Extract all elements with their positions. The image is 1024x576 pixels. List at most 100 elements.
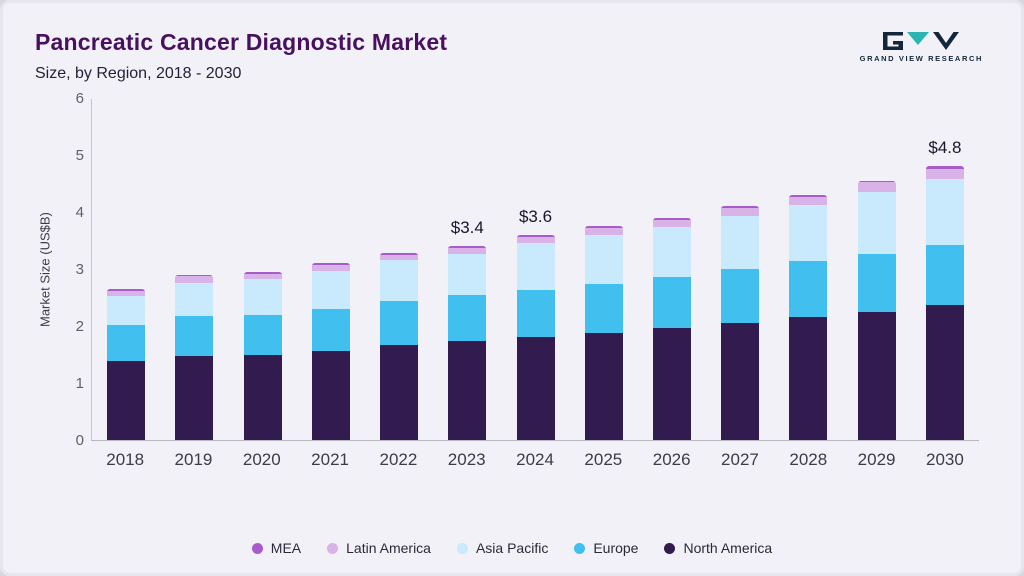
legend-label-asia-pacific: Asia Pacific (475, 540, 549, 556)
segment-asia-pacific-2029 (857, 191, 896, 254)
y-tick-label-0: 0 (75, 432, 84, 449)
x-axis-label-2022: 2022 (379, 450, 418, 469)
segment-mea-2023 (448, 246, 487, 248)
bar-2030: $4.8 (911, 99, 979, 440)
segment-mea-2018 (107, 288, 146, 291)
segment-asia-pacific-2024 (516, 243, 555, 291)
bar-stack-2021 (311, 263, 350, 440)
bar-2027 (706, 99, 774, 440)
segment-europe-2020 (243, 314, 282, 355)
x-axis-label-2024: 2024 (516, 450, 554, 469)
bar-stack-2027 (721, 206, 760, 440)
x-axis-label-2018: 2018 (106, 450, 145, 469)
segment-asia-pacific-2030 (925, 178, 964, 245)
segment-north-america-2022 (380, 344, 419, 440)
bar-2020 (228, 99, 296, 440)
segment-latin-america-2021 (311, 265, 350, 272)
y-tick-label-4: 4 (75, 204, 84, 221)
segment-asia-pacific-2026 (652, 227, 691, 277)
legend-dot-latin-america (327, 542, 339, 554)
legend-label-north-america: North America (683, 540, 773, 556)
page-title: Pancreatic Cancer Diagnostic Market (35, 29, 448, 55)
bar-stack-2019 (175, 274, 214, 440)
segment-asia-pacific-2020 (243, 279, 282, 315)
segment-asia-pacific-2028 (789, 205, 828, 262)
segment-mea-2028 (789, 194, 828, 197)
segment-asia-pacific-2018 (107, 296, 146, 325)
segment-latin-america-2018 (107, 290, 146, 297)
header-titles: Pancreatic Cancer Diagnostic Market Size… (35, 29, 447, 83)
segment-latin-america-2022 (380, 254, 419, 261)
bar-2018 (92, 99, 160, 440)
bar-stack-2030 (925, 166, 964, 440)
y-tick-label-3: 3 (75, 261, 84, 278)
bar-value-label-2023: $3.4 (450, 218, 484, 238)
legend-dot-europe (574, 542, 586, 554)
segment-asia-pacific-2025 (584, 234, 623, 285)
y-tick-label-6: 6 (75, 90, 84, 107)
chart-subtitle: Size, by Region, 2018 - 2030 (35, 65, 242, 82)
segment-asia-pacific-2023 (448, 253, 487, 296)
bar-2025 (570, 99, 638, 440)
x-axis-label-2027: 2027 (721, 450, 759, 469)
segment-north-america-2023 (448, 341, 487, 440)
segment-north-america-2019 (175, 356, 214, 440)
segment-latin-america-2019 (175, 276, 214, 283)
segment-latin-america-2029 (857, 182, 896, 192)
plot-area: 0 1 2 3 4 5 6 $3.4 $3.6 $4.8 (76, 90, 979, 449)
segment-north-america-2020 (243, 354, 282, 440)
segment-europe-2026 (652, 277, 691, 328)
bar-stack-2029 (857, 180, 896, 440)
legend-item-asia-pacific: Asia Pacific (456, 540, 549, 556)
segment-mea-2024 (516, 234, 555, 237)
segment-north-america-2026 (652, 327, 691, 440)
segment-mea-2029 (857, 180, 896, 183)
legend-label-europe: Europe (593, 540, 639, 556)
segment-europe-2028 (789, 261, 828, 318)
segment-europe-2021 (311, 308, 350, 351)
segment-asia-pacific-2019 (175, 282, 214, 317)
legend-item-north-america: North America (664, 540, 772, 556)
segment-north-america-2024 (516, 337, 555, 440)
segment-asia-pacific-2021 (311, 271, 350, 309)
segment-north-america-2025 (584, 332, 623, 440)
segment-north-america-2018 (107, 361, 146, 440)
segment-latin-america-2030 (925, 169, 964, 179)
header: Pancreatic Cancer Diagnostic Market Size… (35, 29, 989, 83)
segment-mea-2022 (380, 253, 419, 255)
segment-mea-2020 (243, 271, 282, 274)
segment-latin-america-2020 (243, 273, 282, 280)
bar-value-label-2024: $3.6 (518, 206, 553, 226)
x-axis-labels: 2018 2019 2020 2021 2022 2023 2024 2025 2026 2027… (91, 450, 979, 470)
logo-text: GRAND VIEW RESEARCH (859, 54, 983, 63)
x-axis-label-2028: 2028 (789, 450, 828, 469)
segment-asia-pacific-2027 (721, 216, 760, 270)
legend-item-mea: MEA (251, 540, 301, 556)
bar-stack-2023 (448, 246, 487, 440)
bar-2024: $3.6 (501, 99, 569, 440)
bar-stack-2024 (516, 234, 555, 440)
segment-north-america-2021 (311, 350, 350, 440)
segment-europe-2029 (857, 253, 896, 312)
segment-europe-2030 (925, 244, 964, 306)
segment-europe-2027 (721, 269, 760, 324)
segment-latin-america-2027 (721, 208, 760, 217)
x-axis-label-2023: 2023 (447, 450, 486, 469)
bar-2026 (638, 99, 706, 440)
bar-stack-2026 (652, 218, 691, 440)
legend-dot-asia-pacific (456, 542, 468, 554)
bar-stack-2025 (584, 226, 623, 440)
segment-mea-2027 (721, 206, 760, 209)
chart-area: Market Size (US$B) 0 1 2 3 4 5 6 $3.4 $3.6 $4.8 … (35, 90, 989, 470)
segment-asia-pacific-2022 (380, 260, 419, 301)
bar-stack-2020 (243, 271, 282, 440)
bar-2022 (365, 99, 433, 440)
bar-2029 (843, 99, 911, 440)
legend-dot-mea (251, 542, 263, 554)
bars-container: $3.4 $3.6 $4.8 (92, 99, 979, 440)
legend: MEA Latin America Asia Pacific Europe North … (3, 540, 1021, 556)
segment-latin-america-2023 (448, 247, 487, 254)
plot-column: 0 1 2 3 4 5 6 $3.4 $3.6 $4.8 2018 2019 2020 2021 202… (76, 90, 979, 470)
segment-mea-2019 (175, 274, 214, 277)
